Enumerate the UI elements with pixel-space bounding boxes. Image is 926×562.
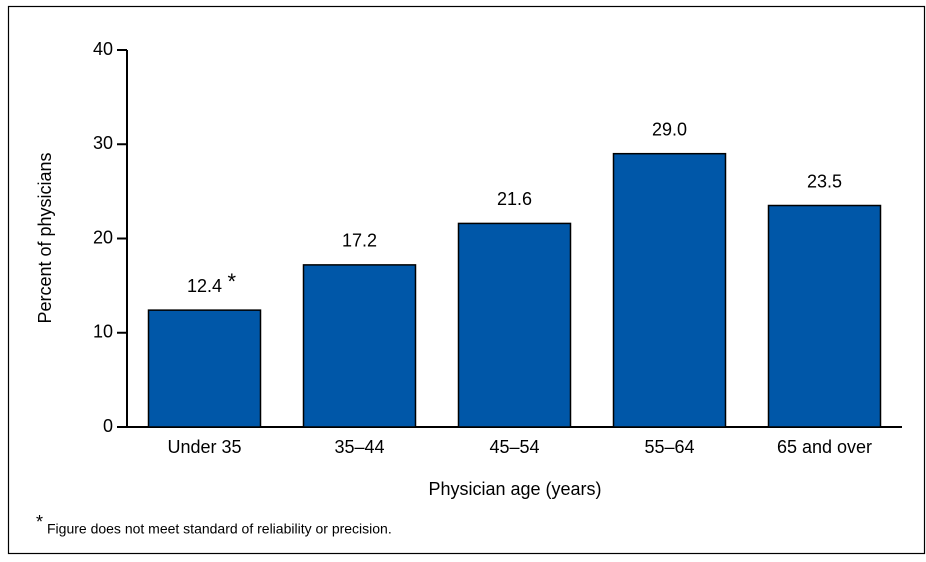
y-tick-label: 0 — [103, 416, 113, 436]
x-tick-label: Under 35 — [167, 437, 241, 457]
bar — [457, 222, 572, 428]
value-label: 17.2 — [342, 231, 377, 251]
footnote-marker: * — [36, 512, 43, 532]
bar — [302, 264, 417, 428]
y-axis-title: Percent of physicians — [35, 152, 55, 323]
footnote: Figure does not meet standard of reliabi… — [47, 521, 392, 537]
value-label: 12.4 — [187, 276, 222, 296]
value-label: 21.6 — [497, 189, 532, 209]
value-label: 29.0 — [652, 119, 687, 139]
x-axis-title: Physician age (years) — [428, 479, 601, 499]
x-tick-label: 45–54 — [489, 437, 539, 457]
y-tick-label: 40 — [93, 39, 113, 59]
y-tick-label: 30 — [93, 133, 113, 153]
frame — [7, 5, 926, 555]
x-tick-label: 65 and over — [777, 437, 872, 457]
bar — [147, 309, 262, 428]
bar — [612, 152, 727, 428]
y-tick-label: 20 — [93, 227, 113, 247]
x-tick-label: 35–44 — [334, 437, 384, 457]
bar — [767, 204, 882, 428]
x-tick-label: 55–64 — [644, 437, 694, 457]
value-label: 23.5 — [807, 171, 842, 191]
value-label-marker: * — [228, 269, 237, 294]
y-tick-label: 10 — [93, 322, 113, 342]
